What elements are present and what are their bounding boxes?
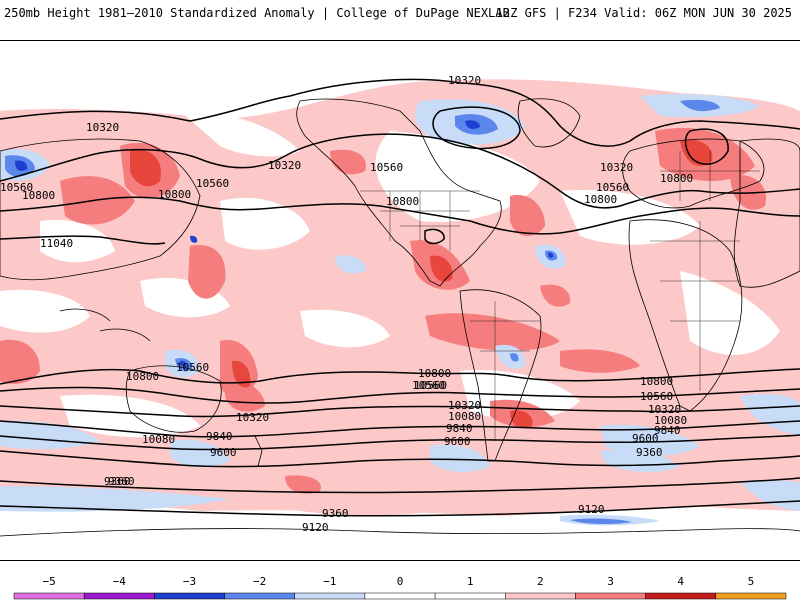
contour-label: 10800: [386, 195, 419, 208]
contour-label: 10320: [236, 411, 269, 424]
contour-label: 10800: [660, 172, 693, 185]
contour-label: 10560: [414, 379, 447, 392]
contour-label: 9360: [108, 475, 135, 488]
colorbar-cell: [83, 592, 155, 600]
contour-label: 10080: [448, 410, 481, 423]
contour-label: 10800: [158, 188, 191, 201]
contour-10320-north: [0, 78, 800, 147]
colorbar-tick-label: 4: [677, 575, 684, 588]
contour-label: 10800: [22, 189, 55, 202]
anomaly-colorbar: −5 −4 −3 −2 −1 0 1 2 3 4 5: [13, 575, 787, 600]
contour-label: 10560: [0, 181, 33, 194]
contour-label: 10560: [370, 161, 403, 174]
asia-coast: [733, 138, 800, 288]
colorbar-cell: [575, 592, 646, 600]
contour-label: 9600: [210, 446, 237, 459]
contour-label: 10560: [176, 361, 209, 374]
contour-10800-north: [0, 196, 800, 235]
europe-coast: [622, 138, 765, 209]
colorbar-tick-label: −4: [113, 575, 127, 588]
contour-10320-south: [0, 405, 800, 418]
contour-label: 10560: [596, 181, 629, 194]
contour-label: 9600: [444, 435, 471, 448]
contour-labels: 10320 10320 10320 10320 10560 10560 1056…: [0, 74, 693, 534]
asia-west-coast: [0, 138, 201, 281]
contour-label: 10320: [600, 161, 633, 174]
pos3-areas: [130, 139, 713, 428]
contour-label: 10320: [448, 74, 481, 87]
contour-label: 10800: [418, 367, 451, 380]
contour-10560-north: [0, 133, 800, 209]
colorbar-tick-label: 5: [748, 575, 755, 588]
contour-label: 9840: [654, 424, 681, 437]
colorbar-cell: [645, 592, 717, 600]
australia-coast: [125, 365, 222, 433]
colorbar-tick-label: 2: [537, 575, 544, 588]
colorbar-cell: [364, 592, 436, 600]
contour-label: 9360: [104, 475, 131, 488]
colorbar-cell: [294, 592, 366, 600]
contour-label: 10560: [196, 177, 229, 190]
contour-label: 9840: [446, 422, 473, 435]
contour-label: 9360: [636, 446, 663, 459]
map-canvas: 10320 10320 10320 10320 10560 10560 1056…: [0, 74, 800, 537]
contour-label: 10800: [126, 370, 159, 383]
contour-label: 9360: [322, 507, 349, 520]
map-title: 250mb Height 1981–2010 Standardized Anom…: [4, 6, 510, 20]
colorbar-tick-label: 3: [607, 575, 614, 588]
circle-europe: [684, 128, 729, 165]
contour-label: 10320: [448, 399, 481, 412]
contour-label: 10800: [640, 375, 673, 388]
pos1-area-north: [0, 79, 800, 516]
africa-coast: [628, 219, 743, 412]
height-contours: [0, 78, 800, 517]
contour-label: 9840: [206, 430, 233, 443]
contour-label: 10800: [584, 193, 617, 206]
contour-10560-south: [0, 386, 800, 404]
colorbar-cell: [154, 592, 225, 600]
colorbar-cells: [13, 592, 787, 600]
model-run-label: 12Z GFS | F234 Valid: 06Z MON JUN 30 202…: [495, 6, 792, 20]
political-boundaries: [360, 151, 760, 441]
contour-label: 9600: [632, 432, 659, 445]
contour-label: 10560: [640, 390, 673, 403]
colorbar-tick-label: 0: [397, 575, 404, 588]
contour-label: 11040: [40, 237, 73, 250]
maritime-continent: [59, 308, 151, 342]
contour-label: 10080: [654, 414, 687, 427]
contour-label: 10080: [142, 433, 175, 446]
antarctica-coast: [0, 528, 800, 537]
contour-9600: [0, 450, 800, 468]
colorbar-tick-label: −2: [253, 575, 266, 588]
anomaly-map: 10320 10320 10320 10320 10560 10560 1056…: [0, 40, 800, 561]
contour-9360: [0, 477, 800, 494]
colorbar-cell: [505, 592, 576, 600]
colorbar-tick-label: −3: [183, 575, 196, 588]
north-america-coast: [296, 98, 502, 287]
colorbar-cell: [13, 592, 85, 600]
greenland-coast: [517, 98, 581, 148]
colorbar-cell: [224, 592, 295, 600]
colorbar-tick-label: −5: [42, 575, 55, 588]
contour-10080-south: [0, 420, 800, 438]
contour-label: 9120: [302, 521, 329, 534]
new-zealand-coast: [254, 435, 263, 467]
circle-hudson-bay: [432, 106, 521, 150]
contour-10800-south: [0, 368, 800, 385]
contour-label: 10560: [412, 379, 445, 392]
contour-label: 9120: [578, 503, 605, 516]
contour-label: 10320: [648, 403, 681, 416]
contour-label: 10320: [268, 159, 301, 172]
colorbar-tick-label: −1: [323, 575, 336, 588]
contour-9840: [0, 434, 800, 451]
colorbar-ticks: −5 −4 −3 −2 −1 0 1 2 3 4 5: [42, 575, 754, 588]
contour-9120: [0, 500, 800, 517]
circle-mexico: [424, 228, 445, 245]
coastlines: [0, 98, 800, 537]
colorbar-cell: [434, 592, 506, 600]
colorbar-tick-label: 1: [467, 575, 474, 588]
contour-11040: [0, 235, 166, 245]
contour-label: 10320: [86, 121, 119, 134]
colorbar-cell: [715, 592, 787, 600]
